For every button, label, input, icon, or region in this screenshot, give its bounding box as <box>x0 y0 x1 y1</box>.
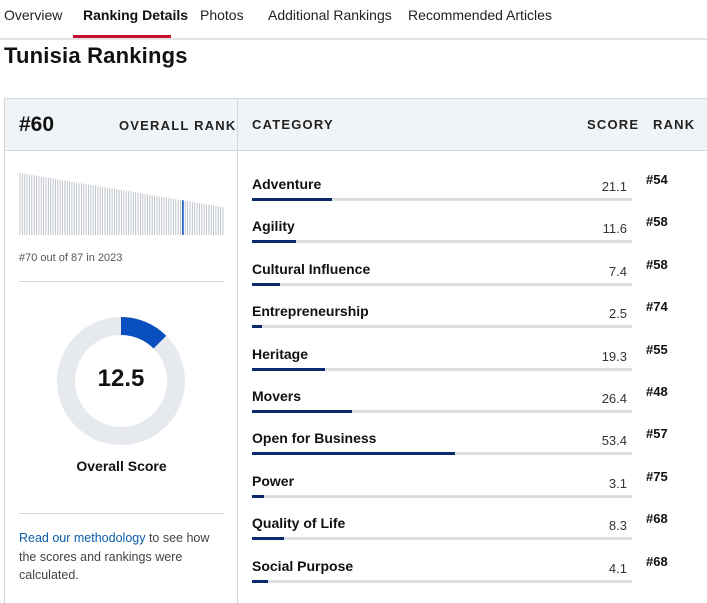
category-rank: #75 <box>646 468 668 484</box>
category-name: Open for Business <box>252 430 377 447</box>
category-row: Cultural Influence 7.4 #58 <box>252 257 692 301</box>
category-row: Adventure 21.1 #54 <box>252 172 692 216</box>
tab-overview[interactable]: Overview <box>4 7 63 23</box>
category-score: 53.4 <box>601 433 627 449</box>
rankings-card: #60 OVERALL RANK CATEGORY SCORE RANK #70… <box>4 98 707 603</box>
overall-rank-value: #60 <box>19 113 55 136</box>
category-row: Quality of Life 8.3 #68 <box>252 511 692 555</box>
category-row: Entrepreneurship 2.5 #74 <box>252 299 692 343</box>
category-score: 11.6 <box>602 221 627 237</box>
score-bar-track <box>252 494 632 498</box>
methodology-note: Read our methodology to see how the scor… <box>19 529 224 585</box>
score-bar-track <box>252 410 632 413</box>
category-column-header: CATEGORY <box>252 117 334 132</box>
category-row: Heritage 19.3 #55 <box>252 342 692 386</box>
category-score: 26.4 <box>601 391 627 406</box>
category-rank: #68 <box>646 553 668 569</box>
overall-score-donut <box>57 317 185 445</box>
category-rank: #57 <box>646 426 668 442</box>
category-score: 8.3 <box>608 518 627 534</box>
divider <box>19 513 224 514</box>
category-row: Open for Business 53.4 #57 <box>252 426 692 470</box>
score-bar-track <box>252 198 632 201</box>
score-column-header: SCORE <box>587 117 640 132</box>
category-rank: #58 <box>646 214 668 230</box>
category-score: 19.3 <box>601 348 627 364</box>
category-row: Social Purpose 4.1 #68 <box>252 554 692 598</box>
score-bar-fill <box>252 494 264 498</box>
score-bar-track <box>252 367 632 371</box>
card-header: #60 OVERALL RANK CATEGORY SCORE RANK <box>5 99 707 151</box>
category-rank: #58 <box>646 256 668 272</box>
category-name: Entrepreneurship <box>252 303 369 320</box>
overall-score-label: Overall Score <box>76 458 167 474</box>
category-score: 4.1 <box>608 560 627 576</box>
tab-additional-rankings[interactable]: Additional Rankings <box>268 7 392 23</box>
category-row: Movers 26.4 #48 <box>252 384 692 428</box>
category-name: Adventure <box>252 176 322 192</box>
score-bar-fill <box>252 410 353 413</box>
score-bar-track <box>252 452 632 456</box>
score-bar-fill <box>252 282 281 286</box>
score-bar-fill <box>252 579 268 583</box>
score-bar-fill <box>252 452 455 456</box>
methodology-text: to see how the scores and rankings were … <box>19 531 210 582</box>
category-score: 3.1 <box>608 475 627 491</box>
category-score: 7.4 <box>608 263 627 279</box>
category-name: Heritage <box>252 345 309 362</box>
tab-photos[interactable]: Photos <box>200 7 244 23</box>
category-score: 21.1 <box>601 179 627 194</box>
score-bar-track <box>252 537 632 541</box>
score-bar-track <box>252 282 632 286</box>
ranking-histogram <box>19 173 224 235</box>
tab-ranking-details[interactable]: Ranking Details <box>83 7 189 23</box>
category-rank: #68 <box>646 511 668 527</box>
score-bar-fill <box>252 198 333 201</box>
category-score: 2.5 <box>608 306 627 322</box>
score-bar-fill <box>252 325 262 329</box>
category-row: Agility 11.6 #58 <box>252 214 692 258</box>
score-bar-track <box>252 325 632 329</box>
category-rank: #55 <box>646 341 668 357</box>
divider <box>19 281 224 282</box>
active-tab-indicator <box>73 35 171 38</box>
column-divider <box>237 99 238 603</box>
category-rank: #74 <box>646 299 668 315</box>
category-name: Cultural Influence <box>252 260 371 277</box>
category-row: Power 3.1 #75 <box>252 469 692 513</box>
category-name: Power <box>252 472 295 489</box>
overall-rank-label: OVERALL RANK <box>119 118 237 133</box>
donut-fill <box>120 317 167 349</box>
category-name: Agility <box>252 218 295 235</box>
score-bar-track <box>252 579 632 583</box>
score-bar-fill <box>252 240 297 244</box>
out-of-text: #70 out of 87 in 2023 <box>19 252 123 264</box>
category-rank: #54 <box>646 172 668 187</box>
category-name: Quality of Life <box>252 515 346 532</box>
category-name: Movers <box>252 388 302 404</box>
overall-score-value: 12.5 <box>97 365 145 392</box>
page-title: Tunisia Rankings <box>4 43 188 68</box>
section-tabs: Overview Ranking Details Photos Addition… <box>0 0 707 40</box>
methodology-link[interactable]: Read our methodology <box>19 531 146 545</box>
score-bar-fill <box>252 537 284 541</box>
score-bar-track <box>252 240 632 244</box>
tab-recommended-articles[interactable]: Recommended Articles <box>408 7 552 23</box>
rank-column-header: RANK <box>653 117 696 132</box>
category-rank: #48 <box>646 384 668 399</box>
score-bar-fill <box>252 367 326 371</box>
category-name: Social Purpose <box>252 557 354 574</box>
